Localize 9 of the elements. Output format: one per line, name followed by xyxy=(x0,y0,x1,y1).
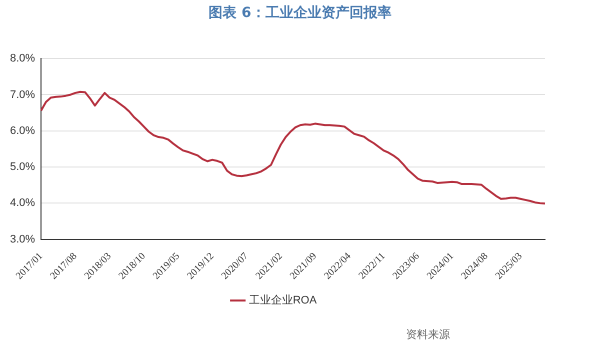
y-tick-label: 7.0% xyxy=(10,88,36,101)
y-tick-label: 5.0% xyxy=(10,161,36,174)
y-tick-label: 4.0% xyxy=(10,197,36,210)
text: 资料来源 xyxy=(406,327,450,342)
y-tick-label: 6.0% xyxy=(10,124,36,137)
y-tick-label: 3.0% xyxy=(10,233,36,246)
y-tick-label: 8.0% xyxy=(10,52,36,65)
chart-title: 图表 6：工业企业资产回报率 xyxy=(208,4,392,22)
legend-label: 工业企业ROA xyxy=(248,294,318,307)
